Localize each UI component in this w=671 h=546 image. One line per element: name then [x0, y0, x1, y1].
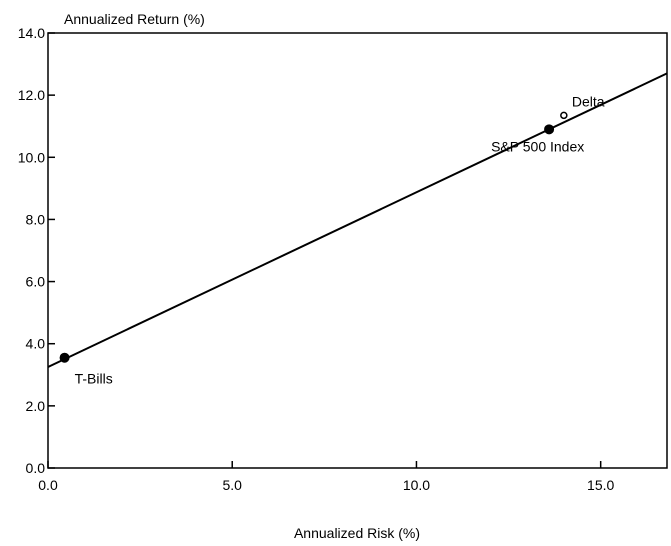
data-points: T-Bills S&P 500 Index Delta: [59, 93, 605, 387]
point-label-delta: Delta: [572, 93, 605, 109]
y-tick-label: 10.0: [18, 149, 45, 165]
point-t-bills: [59, 352, 70, 363]
x-tick-label: 15.0: [587, 477, 614, 493]
point-label-sp500: S&P 500 Index: [491, 138, 584, 154]
point-sp500: [544, 124, 555, 135]
point-label-t-bills: T-Bills: [75, 371, 113, 387]
y-tick-label: 14.0: [18, 25, 45, 41]
x-tick-label: 10.0: [403, 477, 430, 493]
plot-area-frame: [47, 32, 668, 469]
x-tick-label: 0.0: [38, 477, 58, 493]
x-axis-title: Annualized Risk (%): [294, 525, 420, 541]
y-tick-label: 6.0: [26, 274, 46, 290]
point-delta: [560, 111, 568, 120]
y-tick-label: 4.0: [26, 336, 46, 352]
y-tick-label: 8.0: [26, 211, 46, 227]
y-axis-title: Annualized Return (%): [64, 11, 205, 27]
y-tick-label: 12.0: [18, 87, 45, 103]
x-tick-label: 5.0: [222, 477, 242, 493]
security-market-line: [47, 72, 668, 368]
axis-ticks: 0.0 2.0 4.0 6.0 8.0 10.0 12.0 14.0 0.0 5.0 10.0 15.…: [18, 25, 615, 493]
y-tick-label: 2.0: [26, 398, 46, 414]
y-tick-label: 0.0: [26, 460, 46, 476]
